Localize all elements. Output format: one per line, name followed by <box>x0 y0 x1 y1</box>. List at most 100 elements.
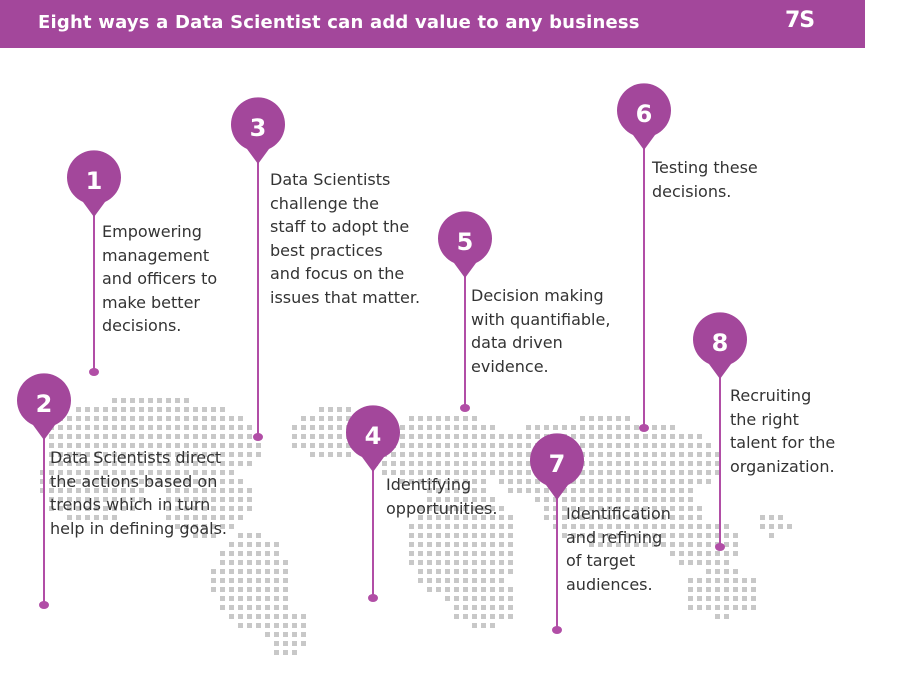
map-dot <box>643 533 648 538</box>
map-dot <box>238 488 243 493</box>
map-dot <box>481 623 486 628</box>
map-dot <box>112 434 117 439</box>
map-dot <box>121 470 126 475</box>
map-dot <box>400 479 405 484</box>
map-dot <box>58 443 63 448</box>
map-dot <box>472 416 477 421</box>
map-dot <box>193 470 198 475</box>
map-dot <box>139 416 144 421</box>
map-dot <box>463 524 468 529</box>
map-dot <box>463 515 468 520</box>
map-dot <box>427 578 432 583</box>
map-dot <box>391 461 396 466</box>
map-dot <box>175 434 180 439</box>
map-dot <box>256 551 261 556</box>
map-dot <box>499 470 504 475</box>
map-dot <box>697 560 702 565</box>
map-dot <box>526 434 531 439</box>
map-dot <box>238 551 243 556</box>
map-dot <box>220 425 225 430</box>
map-dot <box>184 524 189 529</box>
map-dot <box>112 416 117 421</box>
map-dot <box>481 605 486 610</box>
map-dot <box>598 515 603 520</box>
map-dot <box>427 506 432 511</box>
map-dot <box>229 434 234 439</box>
map-dot <box>283 578 288 583</box>
map-dot <box>76 452 81 457</box>
map-dot <box>103 434 108 439</box>
map-dot <box>571 506 576 511</box>
map-dot <box>256 587 261 592</box>
map-dot <box>472 605 477 610</box>
map-dot <box>238 479 243 484</box>
map-dot <box>499 434 504 439</box>
map-dot <box>580 524 585 529</box>
map-dot <box>283 596 288 601</box>
map-dot <box>598 524 603 529</box>
map-dot <box>706 443 711 448</box>
map-dot <box>490 470 495 475</box>
map-dot <box>85 425 90 430</box>
map-dot <box>598 506 603 511</box>
map-dot <box>193 434 198 439</box>
map-dot <box>202 452 207 457</box>
map-dot <box>238 506 243 511</box>
map-dot <box>418 551 423 556</box>
map-dot <box>58 497 63 502</box>
map-dot <box>166 398 171 403</box>
map-dot <box>85 443 90 448</box>
map-dot <box>49 479 54 484</box>
map-dot <box>751 605 756 610</box>
map-dot <box>661 479 666 484</box>
map-dot <box>427 461 432 466</box>
map-dot <box>661 470 666 475</box>
map-dot <box>148 434 153 439</box>
map-dot <box>706 461 711 466</box>
map-dot <box>247 578 252 583</box>
map-dot <box>679 443 684 448</box>
map-dot <box>157 470 162 475</box>
map-dot <box>481 434 486 439</box>
map-dot <box>283 650 288 655</box>
map-dot <box>454 461 459 466</box>
map-dot <box>229 587 234 592</box>
map-dot <box>301 425 306 430</box>
map-dot <box>238 596 243 601</box>
map-dot <box>49 434 54 439</box>
map-dot <box>499 542 504 547</box>
map-dot <box>463 470 468 475</box>
map-dot <box>769 524 774 529</box>
map-dot <box>292 425 297 430</box>
map-dot <box>571 524 576 529</box>
map-dot <box>697 524 702 529</box>
map-dot <box>652 524 657 529</box>
map-dot <box>319 407 324 412</box>
map-dot <box>121 497 126 502</box>
map-dot <box>652 479 657 484</box>
map-dot <box>589 533 594 538</box>
map-dot <box>94 434 99 439</box>
pin-6: 6 <box>614 83 674 438</box>
map-dot <box>103 488 108 493</box>
map-dot <box>454 479 459 484</box>
map-dot <box>517 443 522 448</box>
map-dot <box>652 470 657 475</box>
map-dot <box>175 407 180 412</box>
map-dot <box>67 452 72 457</box>
map-dot <box>706 533 711 538</box>
map-dot <box>148 443 153 448</box>
map-dot <box>472 560 477 565</box>
map-dot <box>238 569 243 574</box>
map-dot <box>472 569 477 574</box>
map-dot <box>643 488 648 493</box>
map-dot <box>625 434 630 439</box>
map-dot <box>724 605 729 610</box>
map-pin-icon <box>617 83 671 432</box>
map-dot <box>229 596 234 601</box>
map-dot <box>283 623 288 628</box>
map-dot <box>211 569 216 574</box>
map-dot <box>175 488 180 493</box>
map-dot <box>157 425 162 430</box>
map-dot <box>283 641 288 646</box>
